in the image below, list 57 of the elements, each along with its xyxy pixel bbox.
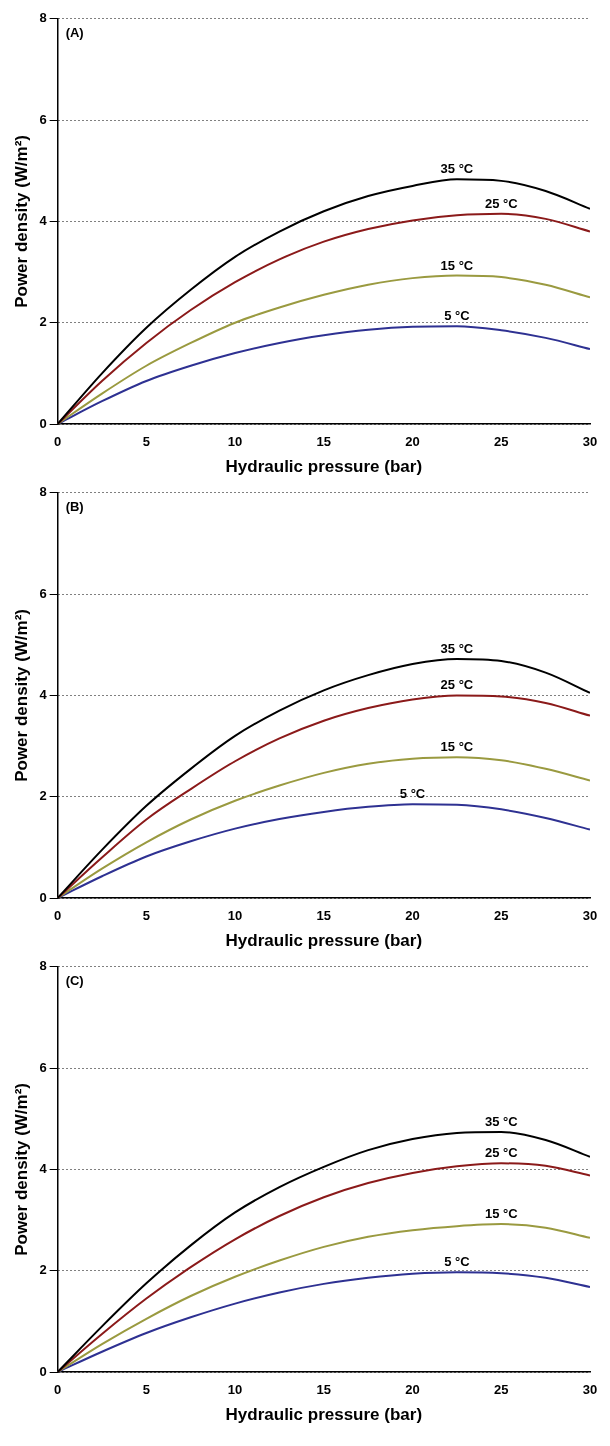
y-axis-title: Power density (W/m²) xyxy=(11,1082,31,1256)
x-tick-label: 25 xyxy=(494,908,509,924)
x-axis-title: Hydraulic pressure (bar) xyxy=(225,931,423,951)
y-tick-label: 2 xyxy=(39,314,47,330)
x-tick-label: 30 xyxy=(582,908,598,924)
y-tick-label: 8 xyxy=(39,958,47,974)
series-label: 15 °C xyxy=(440,257,474,273)
x-tick-label: 10 xyxy=(227,908,243,924)
annotation: (B) xyxy=(65,498,84,514)
x-axis-title: Hydraulic pressure (bar) xyxy=(225,1405,423,1425)
y-tick-label: 4 xyxy=(39,212,48,228)
series-label: 5 °C xyxy=(444,308,471,324)
series-label: 35 °C xyxy=(440,161,474,177)
series-label: 5 °C xyxy=(399,786,426,802)
x-tick-label: 15 xyxy=(316,908,332,924)
y-tick-label: 2 xyxy=(39,1262,47,1278)
x-tick-label: 30 xyxy=(582,1382,598,1398)
x-tick-label: 15 xyxy=(316,434,332,450)
series-label: 5 °C xyxy=(444,1254,471,1270)
x-tick-label: 25 xyxy=(494,434,509,450)
y-axis-title: Power density (W/m²) xyxy=(11,608,31,782)
y-tick-label: 0 xyxy=(39,1363,47,1379)
annotation: (C) xyxy=(65,972,84,988)
annotation: (A) xyxy=(65,24,84,40)
x-tick-label: 0 xyxy=(54,1382,62,1398)
x-tick-label: 20 xyxy=(405,1382,420,1398)
y-tick-label: 4 xyxy=(39,686,48,702)
x-tick-label: 20 xyxy=(405,908,420,924)
x-tick-label: 15 xyxy=(316,1382,332,1398)
y-tick-label: 8 xyxy=(39,484,47,500)
x-tick-label: 10 xyxy=(227,434,243,450)
x-tick-label: 0 xyxy=(54,434,62,450)
series-label: 15 °C xyxy=(484,1206,519,1222)
series-label: 25 °C xyxy=(440,677,474,693)
x-axis-title: Hydraulic pressure (bar) xyxy=(225,457,423,477)
y-tick-label: 4 xyxy=(39,1160,48,1176)
y-tick-label: 6 xyxy=(39,1059,47,1075)
x-tick-label: 5 xyxy=(142,434,150,450)
series-label: 15 °C xyxy=(440,739,474,755)
y-tick-label: 8 xyxy=(39,10,47,26)
y-tick-label: 2 xyxy=(39,788,47,804)
series-label: 25 °C xyxy=(484,195,519,211)
x-tick-label: 25 xyxy=(494,1382,509,1398)
x-tick-label: 5 xyxy=(142,908,150,924)
y-tick-label: 0 xyxy=(39,889,47,905)
y-tick-label: 6 xyxy=(39,585,47,601)
y-tick-label: 6 xyxy=(39,111,47,127)
series-label: 25 °C xyxy=(484,1145,519,1161)
y-axis-title: Power density (W/m²) xyxy=(11,134,31,308)
x-tick-label: 0 xyxy=(54,908,62,924)
x-tick-label: 20 xyxy=(405,434,420,450)
x-tick-label: 30 xyxy=(582,434,598,450)
y-tick-label: 0 xyxy=(39,415,47,431)
x-tick-label: 10 xyxy=(227,1382,243,1398)
series-label: 35 °C xyxy=(440,641,474,657)
x-tick-label: 5 xyxy=(142,1382,150,1398)
series-label: 35 °C xyxy=(484,1114,519,1129)
